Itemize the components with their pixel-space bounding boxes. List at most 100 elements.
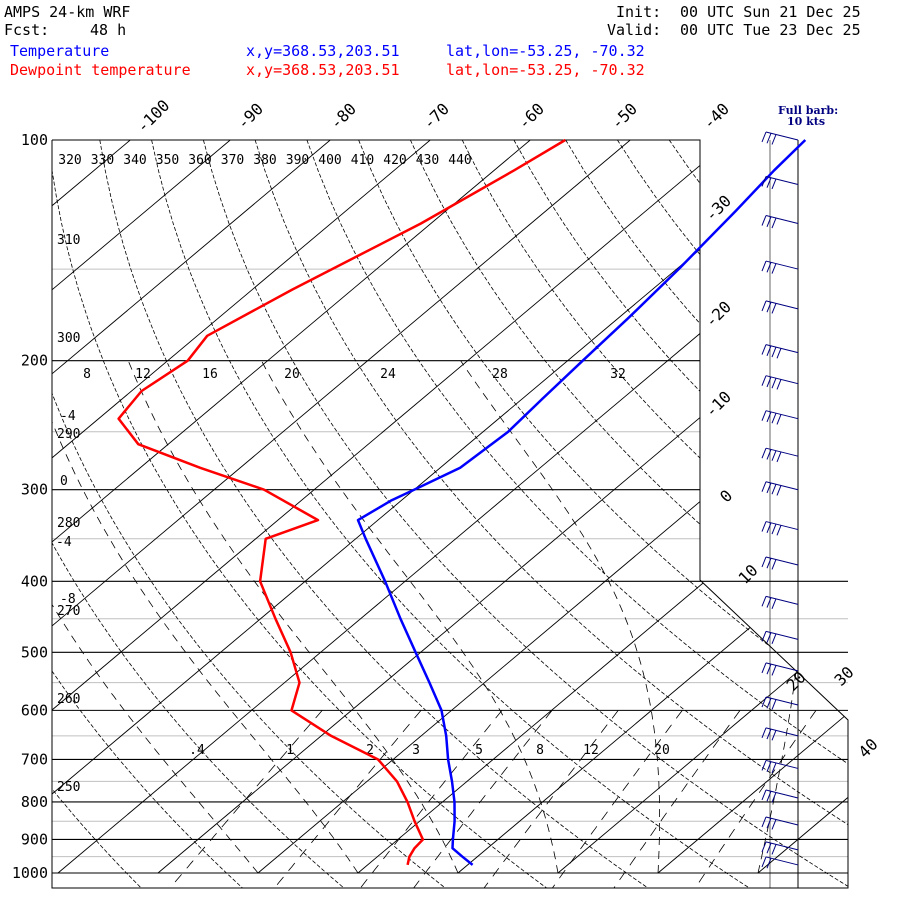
barb-flag [761,131,767,143]
moist-adiabat [858,361,900,873]
mixing-ratio-label: 2 [366,743,374,758]
barb-staff [765,215,799,225]
wind-barb [761,856,799,869]
theta-labels: 320 330 340 350 360 370 380 390 400 410 420 430 4403… [57,153,472,795]
barb-flag [771,450,777,461]
barb-legend-line2: 10 kts [787,115,825,128]
mixing-ratio-label: 8 [536,743,544,758]
barb-flag [776,525,782,536]
barb-flag [761,448,767,459]
dry-adiabat [52,140,244,888]
barb-staff [765,344,799,354]
model-title: AMPS 24-km WRF [4,3,131,21]
barb-flag [771,792,777,803]
barb-flag [761,856,767,868]
isotherm-label: -80 [326,99,360,133]
isotherm-label: -10 [701,387,735,421]
barb-flag [771,346,777,358]
dry-adiabat [203,140,848,888]
barb-flag [766,761,772,772]
isotherm-label: -100 [133,96,174,137]
theta-label: 290 [57,427,80,442]
pressure-label: 1000 [12,864,48,882]
isotherm [457,140,848,874]
dry-adiabat [772,140,848,888]
dry-adiabat [52,140,447,888]
forecast-value: 48 h [90,21,127,39]
theta-label: 410 [351,153,374,168]
wind-barb [761,696,799,710]
pressure-label: 100 [21,131,48,149]
mixing-ratio-label: 12 [135,367,151,382]
barb-flag [771,559,777,570]
barb-flag [766,858,772,869]
mixing-ratio-label: .4 [189,743,205,758]
barb-flag [771,303,777,314]
theta-label: 330 [91,153,114,168]
barb-flag [761,215,767,226]
theta-label: 420 [383,153,406,168]
wind-barb [761,662,799,676]
pressure-label: 500 [21,643,48,661]
barb-staff [765,447,799,457]
mixing-ratio-label: 20 [654,743,670,758]
barb-staff [765,521,799,531]
barb-staff [765,816,799,826]
barb-flag [766,345,772,357]
barb-flag [761,841,767,853]
pressure-label: 800 [21,793,48,811]
init-value: 00 UTC Sun 21 Dec 25 [680,3,861,21]
wind-barb [761,727,799,741]
isotherm [257,140,848,874]
dewpoint-xy: x,y=368.53,203.51 [246,61,400,79]
barb-staff [765,131,799,141]
barb-staff [765,410,799,420]
isotherm [52,140,131,874]
dry-adiabat [513,140,848,888]
dewpoint-legend: Dewpoint temperature [10,61,191,79]
barb-flag [766,558,772,569]
mixing-ratio-label: 20 [284,367,300,382]
barb-staff [765,176,799,185]
barb-flag [766,301,772,313]
barb-flag [761,696,767,708]
barb-staff [765,481,799,491]
barb-flag [766,262,772,273]
barb-flag [761,662,767,674]
theta-label: 350 [156,153,179,168]
dewpoint-line [117,138,566,866]
barb-flag [761,631,767,642]
wind-barb [761,176,799,190]
isotherm-label: 10 [735,561,762,588]
wind-barb [761,300,799,314]
mixing-ratio-line [359,710,503,888]
valid-value: 00 UTC Tue 23 Dec 25 [680,21,861,39]
barb-flag [761,176,767,187]
theta-label: 360 [188,153,211,168]
forecast-label: Fcst: [4,21,50,39]
left-temp-label: -4 [60,409,76,424]
wind-barb [761,595,799,610]
wind-barb [761,841,799,855]
wind-barb [761,215,799,229]
wind-barb [761,789,799,803]
mixing-ratio-line [613,710,741,888]
barb-flag [766,482,772,494]
mixing-ratio-label: 5 [475,743,483,758]
wind-barb [761,481,799,496]
dry-adiabat [720,140,848,888]
barb-flag [761,410,767,421]
barb-staff [765,727,799,737]
dry-adiabat [358,140,848,888]
isotherm-label: -60 [514,99,548,133]
barb-flag [771,844,777,855]
dry-adiabat [151,140,751,888]
isotherm-label: -70 [419,99,453,133]
moist-adiabat [261,360,559,874]
temperature-legend: Temperature [10,42,110,60]
left-temp-label: 0 [60,474,68,489]
isotherm [52,140,531,874]
theta-label: 400 [318,153,341,168]
